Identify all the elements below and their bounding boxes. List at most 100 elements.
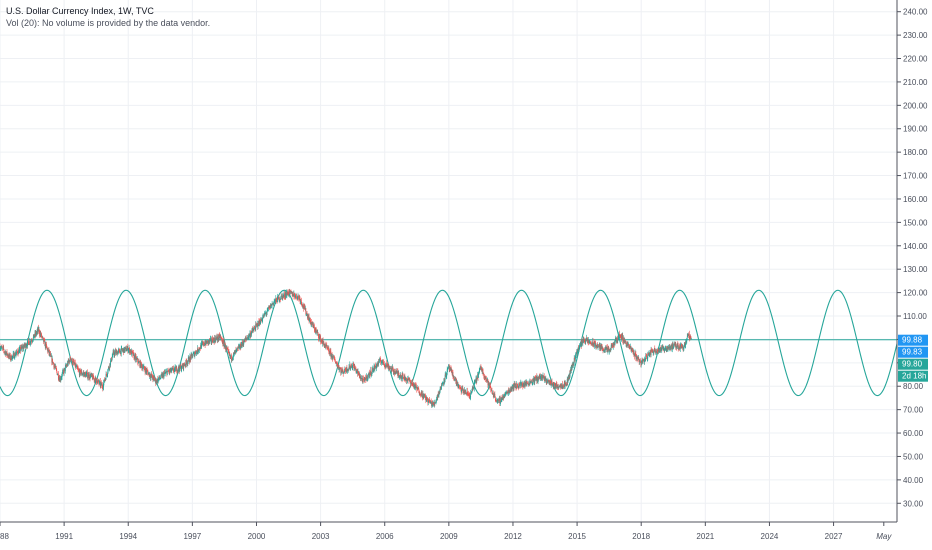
candle <box>200 342 201 350</box>
candle-body <box>584 341 586 343</box>
candle-body <box>136 358 138 359</box>
candle <box>148 372 150 375</box>
candle-body <box>55 368 57 370</box>
candle <box>508 388 509 397</box>
candle-body <box>219 334 221 339</box>
candle <box>76 363 77 369</box>
candle-body <box>249 333 251 337</box>
candle-body <box>195 351 197 354</box>
candle <box>186 359 188 367</box>
candle-body <box>563 385 564 387</box>
candle-body <box>519 383 521 386</box>
candle <box>35 330 37 336</box>
candle <box>510 386 512 392</box>
candle <box>165 369 167 374</box>
candle-body <box>441 384 443 386</box>
candle <box>30 338 32 345</box>
candle-body <box>363 379 365 380</box>
candle-body <box>369 372 370 377</box>
candle-body <box>180 366 181 368</box>
candle-body <box>268 307 270 308</box>
candle-body <box>150 375 152 378</box>
candle-body <box>343 372 345 374</box>
candle-body <box>333 356 335 359</box>
candle-body <box>189 356 191 358</box>
candle-body <box>140 362 142 365</box>
candle <box>543 373 545 382</box>
candle <box>240 341 242 348</box>
candle-body <box>79 369 81 375</box>
candle <box>360 375 362 382</box>
candle <box>634 353 636 360</box>
candle-body <box>415 386 417 389</box>
candle <box>541 373 543 381</box>
candle-body <box>567 379 569 383</box>
candle <box>151 374 153 380</box>
candle-body <box>597 344 599 348</box>
candle-body <box>286 291 288 296</box>
candle-body <box>666 347 668 350</box>
candle <box>635 355 637 360</box>
candle-body <box>172 368 174 369</box>
candle <box>198 347 200 354</box>
candle <box>120 345 122 357</box>
candle-body <box>641 362 643 364</box>
candle <box>87 374 89 381</box>
candle <box>559 383 561 388</box>
candle <box>629 345 631 350</box>
candle <box>501 394 503 401</box>
candle <box>132 352 134 356</box>
candle-body <box>143 366 144 369</box>
candle-body <box>379 358 381 361</box>
candle <box>457 380 458 387</box>
candle <box>264 312 266 317</box>
candle <box>159 376 160 381</box>
candle <box>91 372 93 378</box>
candle <box>488 380 490 386</box>
candle-body <box>335 363 337 364</box>
candle-body <box>385 363 387 366</box>
candle <box>242 340 244 347</box>
candle <box>214 334 216 342</box>
candle <box>576 349 578 357</box>
candle-body <box>138 361 139 364</box>
candle-body <box>360 378 362 379</box>
candle-body <box>311 323 313 325</box>
candle-body <box>332 355 334 357</box>
candle-body <box>630 349 632 351</box>
candle <box>318 333 319 342</box>
candle <box>256 323 257 328</box>
candle-body <box>22 346 24 349</box>
candle-body <box>71 358 73 361</box>
candle-body <box>468 394 469 395</box>
candle-body <box>417 387 419 390</box>
candle-body <box>374 366 375 370</box>
candle <box>332 353 334 360</box>
candle-body <box>419 392 421 395</box>
candle <box>241 339 243 349</box>
candle-body <box>189 356 191 362</box>
candle-body <box>619 334 621 337</box>
candle-body <box>435 400 437 403</box>
candle-body <box>146 370 148 372</box>
candle-body <box>69 360 70 363</box>
candle-body <box>261 319 262 321</box>
candle <box>468 391 470 398</box>
candle <box>125 345 127 352</box>
candle-body <box>539 375 541 377</box>
candle-body <box>106 374 108 376</box>
candle-body <box>618 337 619 338</box>
candle-body <box>389 367 391 369</box>
candle-body <box>179 365 181 368</box>
candle-body <box>664 349 666 350</box>
candle-body <box>355 368 357 372</box>
candle-body <box>237 347 238 349</box>
candle-body <box>375 366 377 367</box>
candle <box>395 368 396 375</box>
candle-body <box>603 350 605 352</box>
candle-body <box>326 345 328 348</box>
candle-body <box>168 371 170 373</box>
candle-body <box>62 370 64 372</box>
candle <box>59 376 61 382</box>
